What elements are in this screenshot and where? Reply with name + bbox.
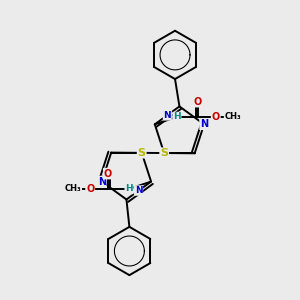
Text: H: H — [125, 184, 133, 194]
Text: CH₃: CH₃ — [224, 112, 241, 122]
Text: N: N — [98, 177, 106, 187]
Text: S: S — [138, 148, 146, 158]
Text: O: O — [194, 97, 202, 107]
Text: S: S — [160, 148, 168, 158]
Text: H: H — [173, 112, 181, 122]
Text: O: O — [86, 184, 94, 194]
Text: N: N — [200, 119, 208, 129]
Text: O: O — [212, 112, 220, 122]
Text: CH₃: CH₃ — [65, 184, 81, 194]
Text: O: O — [104, 169, 112, 178]
Text: N: N — [164, 111, 171, 120]
Text: N: N — [135, 186, 142, 195]
